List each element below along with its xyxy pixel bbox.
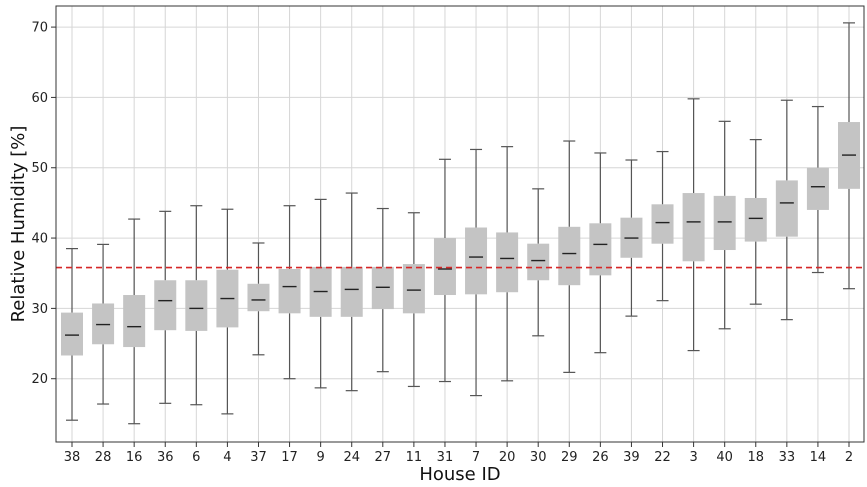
iqr-box	[558, 226, 581, 286]
x-tick-label: 7	[472, 450, 480, 465]
box-house-17	[278, 205, 301, 380]
box-series	[61, 22, 860, 425]
iqr-box	[744, 197, 767, 242]
x-tick-label: 29	[561, 450, 578, 465]
iqr-box	[154, 280, 177, 331]
box-house-3	[682, 98, 705, 352]
x-tick-label: 22	[654, 450, 671, 465]
box-house-30	[527, 188, 550, 337]
box-house-27	[371, 207, 394, 373]
box-house-22	[651, 150, 674, 302]
box-house-9	[309, 198, 332, 389]
x-tick-label: 40	[716, 450, 733, 465]
x-tick-label: 37	[250, 450, 267, 465]
x-tick-label: 27	[375, 450, 392, 465]
box-house-18	[744, 139, 767, 305]
iqr-box	[371, 266, 394, 310]
x-tick-label: 28	[95, 450, 112, 465]
iqr-box	[278, 269, 301, 314]
iqr-box	[806, 167, 829, 210]
iqr-box	[651, 204, 674, 244]
iqr-box	[433, 238, 456, 296]
x-tick-label: 6	[192, 450, 200, 465]
iqr-box	[775, 180, 798, 237]
y-tick-label: 50	[31, 161, 48, 176]
box-house-24	[340, 192, 363, 392]
x-tick-label: 18	[747, 450, 764, 465]
iqr-box	[465, 227, 488, 295]
box-house-29	[558, 140, 581, 373]
x-tick-label: 2	[845, 450, 853, 465]
box-house-26	[589, 152, 612, 354]
iqr-box	[247, 283, 270, 312]
box-house-38	[61, 248, 83, 421]
x-tick-label: 14	[810, 450, 827, 465]
iqr-box	[123, 295, 146, 348]
y-tick-label: 60	[31, 91, 48, 106]
x-tick-label: 16	[126, 450, 143, 465]
box-house-11	[402, 212, 425, 388]
x-tick-label: 30	[530, 450, 547, 465]
iqr-box	[61, 312, 83, 356]
x-tick-label: 26	[592, 450, 609, 465]
box-house-2	[838, 22, 860, 290]
x-tick-label: 17	[281, 450, 298, 465]
box-house-20	[496, 146, 519, 382]
x-tick-label: 3	[689, 450, 697, 465]
iqr-box	[185, 280, 208, 331]
x-tick-label: 39	[623, 450, 640, 465]
x-tick-label: 4	[223, 450, 231, 465]
iqr-box	[92, 303, 115, 345]
x-tick-label: 9	[316, 450, 324, 465]
box-house-14	[806, 105, 829, 274]
box-house-16	[123, 218, 146, 425]
box-house-36	[154, 210, 177, 404]
x-tick-label: 36	[157, 450, 174, 465]
y-tick-label: 40	[31, 232, 48, 247]
box-house-33	[775, 99, 798, 321]
y-axis-ticks: 20 30 40 50 60 70	[31, 21, 56, 387]
iqr-box	[713, 195, 736, 251]
iqr-box	[527, 243, 550, 281]
plot-frame	[55, 5, 865, 443]
x-tick-label: 11	[406, 450, 423, 465]
y-tick-label: 20	[31, 372, 48, 387]
box-house-40	[713, 120, 736, 330]
iqr-box	[682, 193, 705, 262]
iqr-box	[496, 232, 519, 293]
x-axis-label: House ID	[419, 464, 500, 485]
y-axis-label: Relative Humidity [%]	[8, 126, 29, 323]
y-tick-label: 70	[31, 21, 48, 36]
box-house-37	[247, 242, 270, 356]
x-tick-label: 31	[437, 450, 454, 465]
box-house-28	[92, 243, 115, 405]
x-tick-label: 24	[343, 450, 360, 465]
iqr-box	[402, 264, 425, 314]
y-tick-label: 30	[31, 302, 48, 317]
iqr-box	[340, 266, 363, 317]
box-house-31	[433, 158, 456, 383]
box-house-4	[216, 208, 239, 415]
x-tick-label: 38	[64, 450, 81, 465]
x-axis-ticks: 38 28 16 36 6 4 37 17 9 24 27 11 31 7 20 30 29 26 39 22 3 40 1…	[64, 442, 853, 465]
plot-area	[56, 6, 864, 442]
x-tick-label: 33	[779, 450, 796, 465]
x-tick-label: 20	[499, 450, 516, 465]
box-house-7	[465, 148, 488, 397]
iqr-box	[589, 223, 612, 276]
